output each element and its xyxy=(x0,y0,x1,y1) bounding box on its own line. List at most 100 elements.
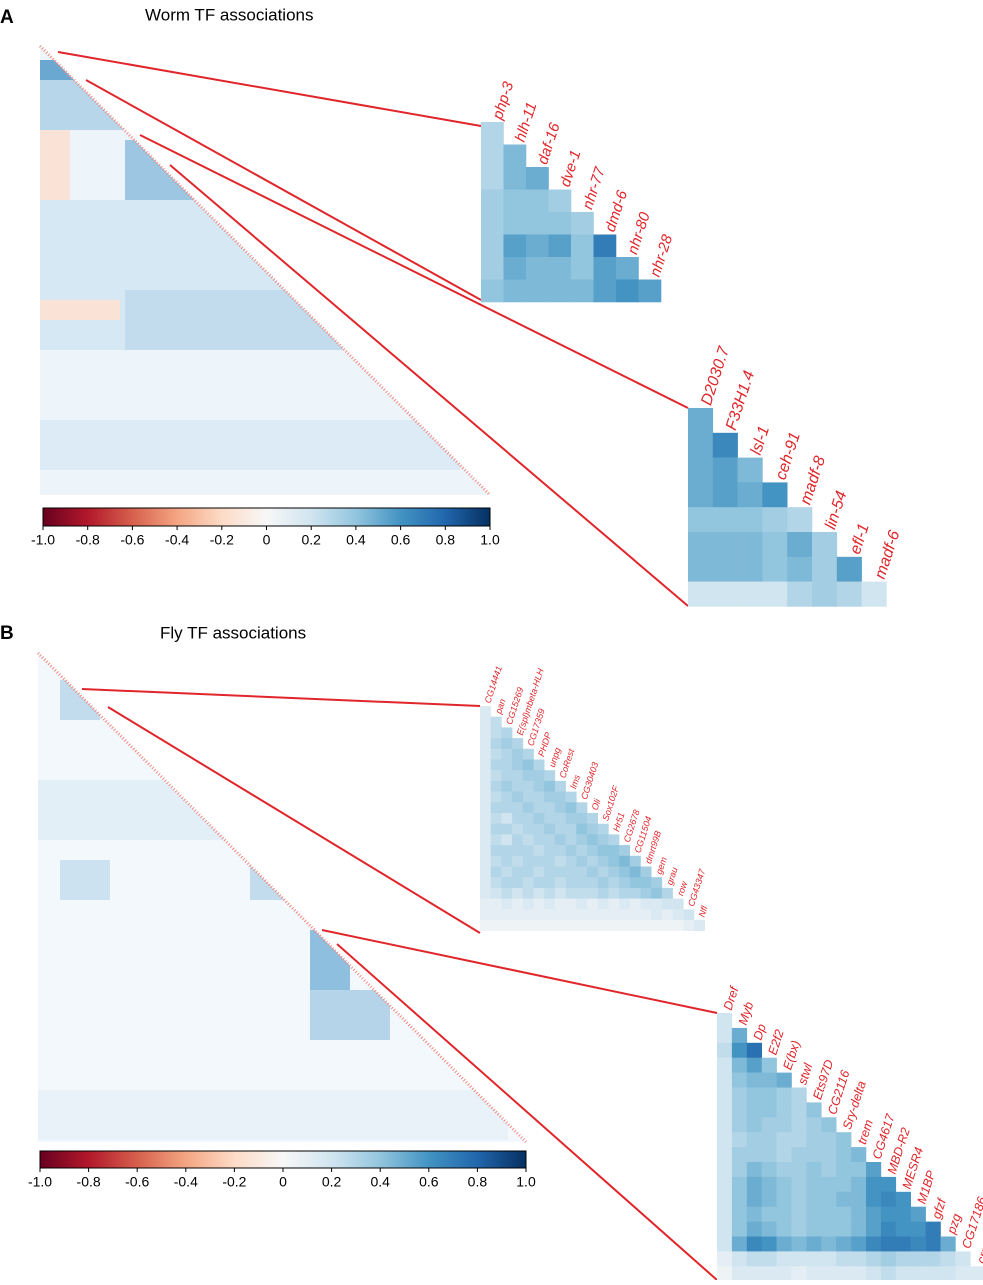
colorbar-tick-label: -1.0 xyxy=(31,532,55,548)
heatmap-cell xyxy=(565,834,577,846)
heatmap-cell xyxy=(712,581,738,607)
heatmap-cell xyxy=(533,909,545,921)
heatmap-cell xyxy=(672,920,684,931)
heatmap-cell xyxy=(619,877,631,889)
heatmap-cell xyxy=(522,909,534,921)
heatmap-cell xyxy=(776,1251,792,1267)
heatmap-cell xyxy=(481,144,504,168)
heatmap-cell xyxy=(481,234,504,258)
heatmap-cell xyxy=(544,877,556,889)
heatmap-cell xyxy=(776,1162,792,1178)
heatmap-cell xyxy=(548,257,572,280)
heatmap-cell xyxy=(761,1162,777,1178)
heatmap-cell xyxy=(787,507,813,533)
heatmap-cell xyxy=(490,823,502,835)
heatmap-cell xyxy=(490,780,502,792)
heatmap-cell xyxy=(746,1191,762,1207)
heatmap-cell xyxy=(821,1147,837,1163)
gene-label: pan xyxy=(493,698,507,716)
heatmap-cell xyxy=(565,887,577,899)
gene-label: nhr-28 xyxy=(647,232,677,279)
heatmap-cell xyxy=(619,855,631,867)
heatmap-cell xyxy=(533,855,545,867)
heatmap-cell xyxy=(619,898,631,910)
colorbar-tick-label: -0.6 xyxy=(125,1174,149,1190)
heatmap-cell xyxy=(503,167,527,190)
heatmap-cell xyxy=(821,1236,837,1252)
heatmap-cell xyxy=(480,738,491,750)
heatmap-cell xyxy=(712,507,738,533)
heatmap-cell xyxy=(731,1147,748,1163)
heatmap-cell xyxy=(526,257,549,280)
heatmap-cell xyxy=(737,482,763,508)
heatmap-cell xyxy=(565,791,577,803)
heatmap-cell xyxy=(895,1221,911,1237)
heatmap-cell xyxy=(776,1087,792,1103)
heatmap-cell xyxy=(776,1236,792,1252)
heatmap-cell xyxy=(597,823,609,835)
heatmap-cell xyxy=(955,1251,971,1267)
heatmap-cell xyxy=(501,802,513,814)
gene-label: E2f2 xyxy=(766,1028,787,1057)
heatmap-cell xyxy=(565,813,577,824)
heatmap-cell xyxy=(836,1236,852,1252)
heatmap-cell xyxy=(597,845,609,857)
heatmap-cell xyxy=(688,457,714,483)
heatmap-cell xyxy=(512,855,524,867)
heatmap-cell xyxy=(731,1117,748,1133)
heatmap-cell xyxy=(512,823,524,835)
chart-title: Fly TF associations xyxy=(160,623,306,642)
heatmap-cell xyxy=(688,507,714,533)
heatmap-cell xyxy=(587,823,598,835)
heatmap-cell xyxy=(480,770,491,782)
heatmap-cell xyxy=(895,1191,911,1207)
heatmap-cell xyxy=(761,1221,777,1237)
heatmap-cell xyxy=(925,1236,941,1252)
heatmap-cell xyxy=(576,920,588,931)
colorbar-tick-label: 0.4 xyxy=(370,1174,390,1190)
heatmap-cell xyxy=(821,1117,837,1133)
heatmap-cell xyxy=(776,1191,792,1207)
colorbar-tick-label: -0.4 xyxy=(165,532,189,548)
heatmap-cell xyxy=(587,887,598,899)
heatmap-cell xyxy=(791,1206,807,1222)
gene-label: dmd-6 xyxy=(602,188,632,234)
heatmap-cell xyxy=(806,1147,822,1163)
heatmap-cell xyxy=(480,813,491,824)
zoom-line xyxy=(336,943,718,1281)
heatmap-cell xyxy=(688,532,714,558)
heatmap-cell xyxy=(836,1206,852,1222)
heatmap-cell xyxy=(522,845,534,857)
gene-label: nhr-77 xyxy=(579,165,609,212)
heatmap-cell xyxy=(587,855,598,867)
zoom-line xyxy=(85,79,482,301)
heatmap-cell xyxy=(512,748,524,760)
heatmap-cell xyxy=(597,877,609,889)
heatmap-cell xyxy=(533,802,545,814)
heatmap-cell xyxy=(480,802,491,814)
heatmap-cell xyxy=(526,167,549,190)
gene-label: CG43347 xyxy=(686,867,708,908)
heatmap-cell xyxy=(746,1206,762,1222)
gene-label: Myb xyxy=(736,1000,757,1027)
heatmap-cell xyxy=(481,189,504,213)
diagonal-labels xyxy=(36,651,528,1144)
heatmap-cell xyxy=(910,1266,926,1282)
colorbar-tick-label: -0.2 xyxy=(222,1174,246,1190)
heatmap-cell xyxy=(587,845,598,857)
heatmap-cell xyxy=(597,898,609,910)
heatmap-cell xyxy=(821,1251,837,1267)
heatmap-cell xyxy=(522,770,534,782)
heatmap-cell xyxy=(791,1266,807,1282)
heatmap-cell xyxy=(640,877,652,889)
heatmap-cell xyxy=(731,1027,748,1044)
heatmap-cell xyxy=(501,845,513,857)
gene-label: pzg xyxy=(944,1212,964,1236)
heatmap-cell xyxy=(480,898,491,910)
heatmap-cell xyxy=(836,1266,852,1282)
heatmap-cell xyxy=(565,898,577,910)
heatmap-cell xyxy=(490,834,502,846)
heatmap-cell xyxy=(880,1266,897,1282)
heatmap-cell xyxy=(688,408,714,434)
chart-title: Worm TF associations xyxy=(145,5,313,24)
